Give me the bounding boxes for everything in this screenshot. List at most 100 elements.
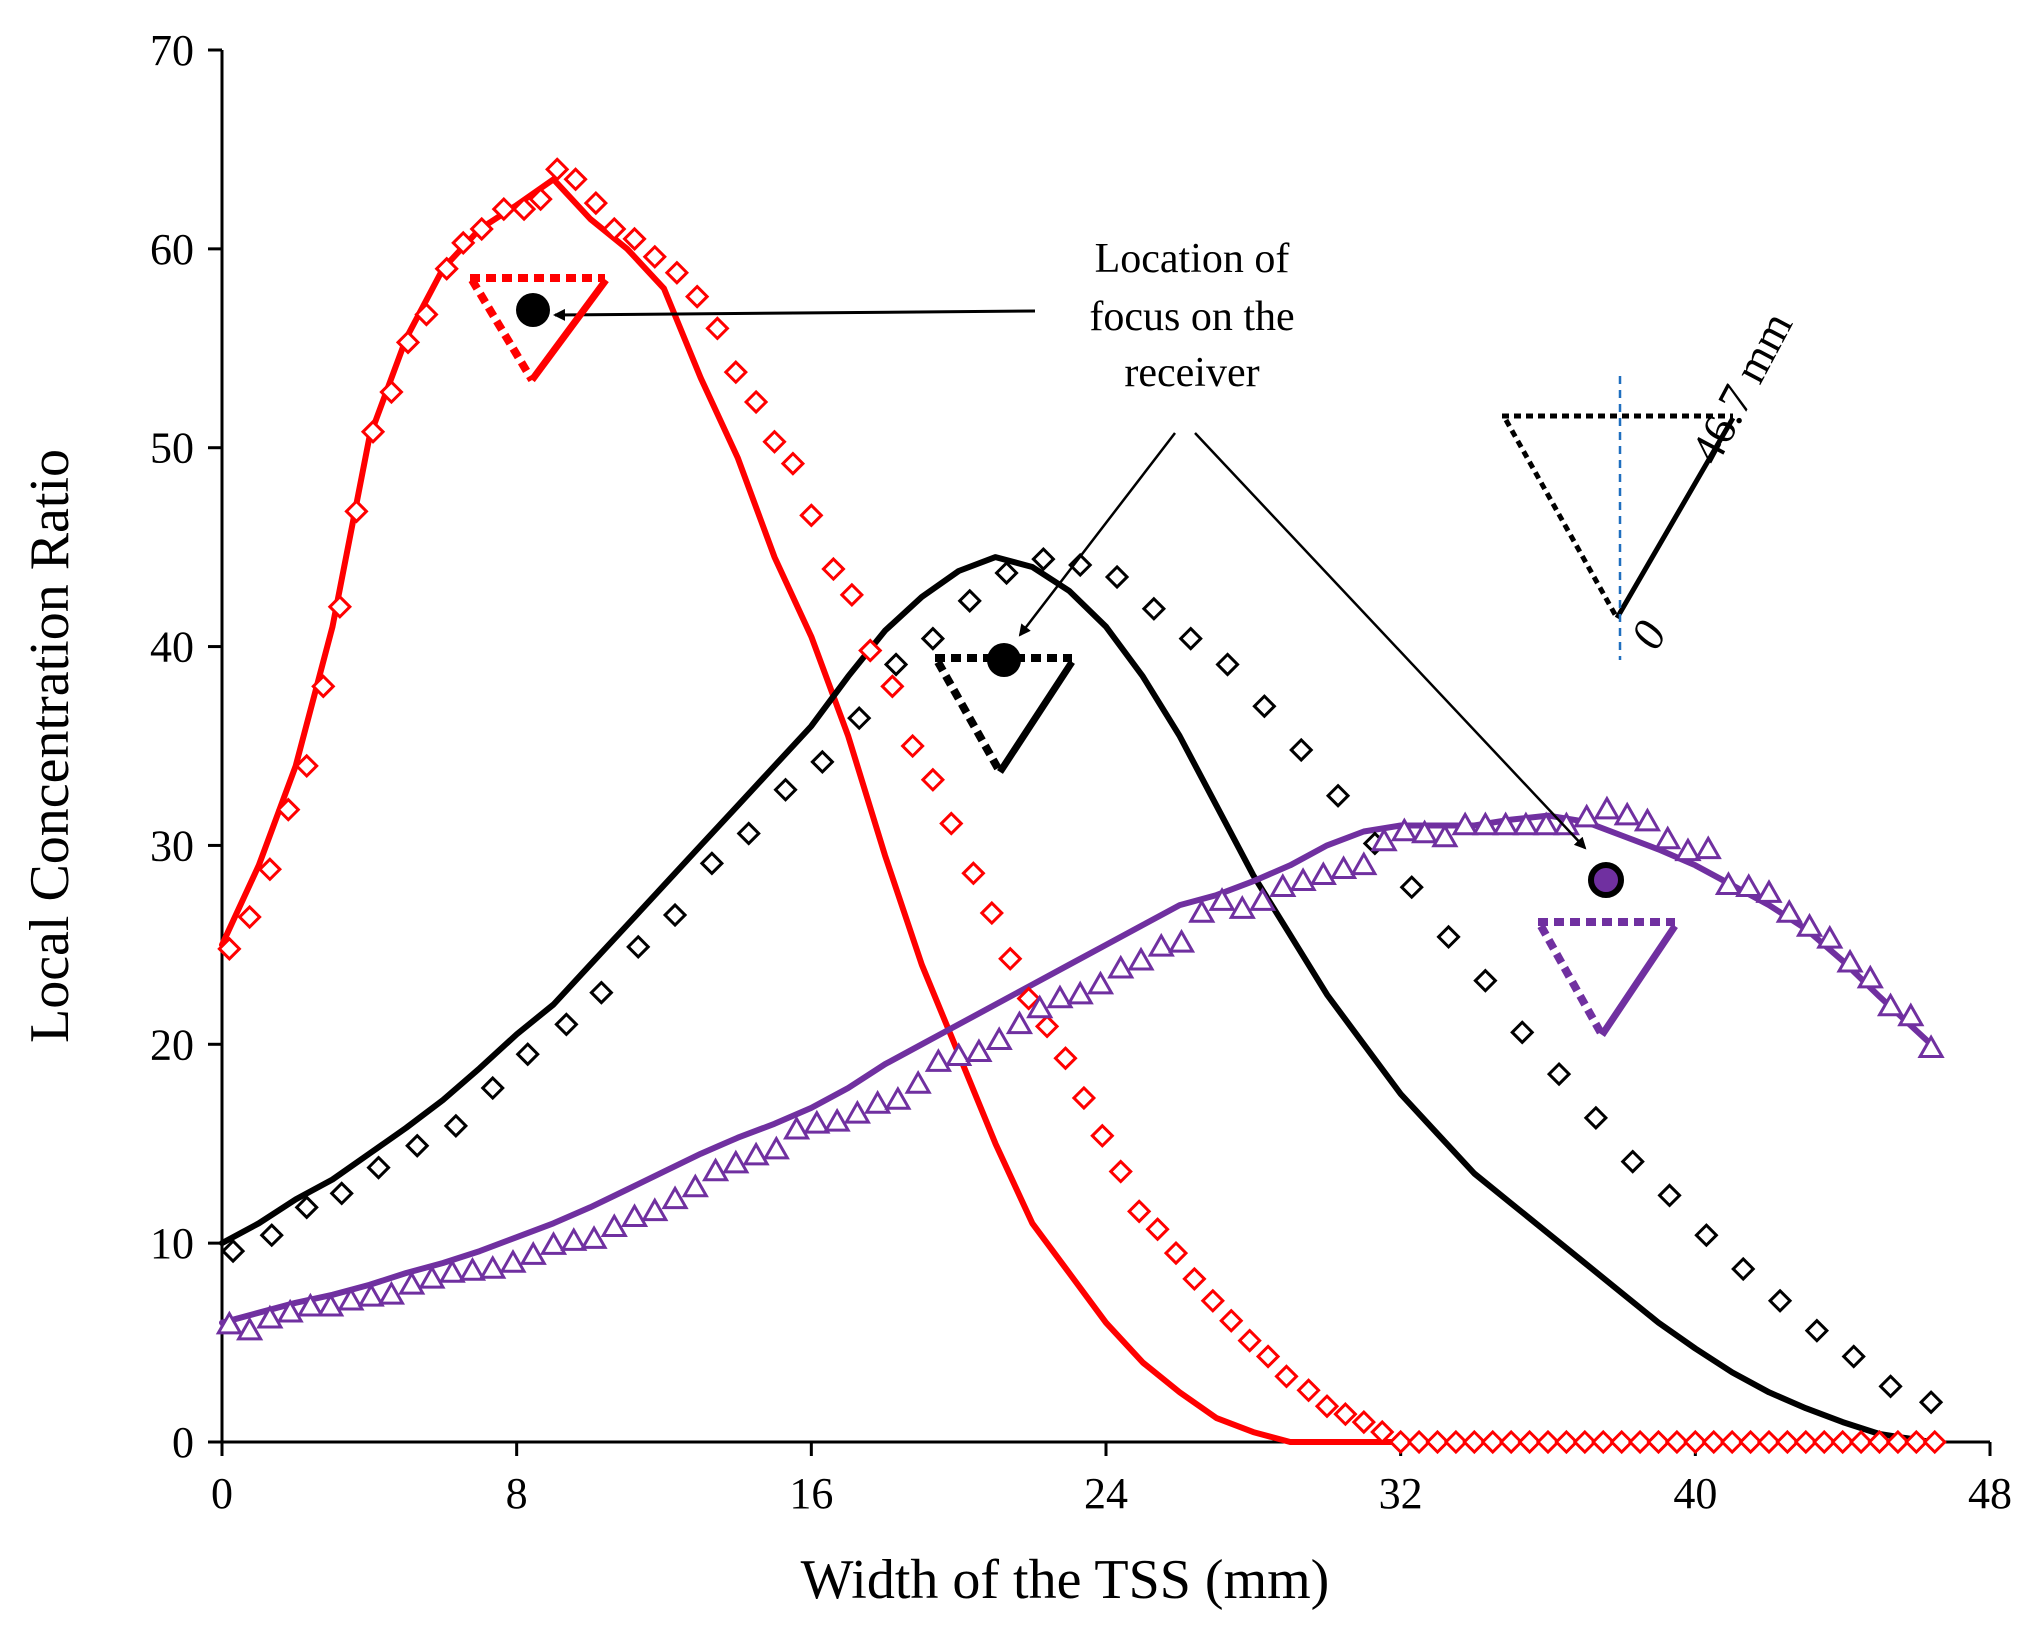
data-point-purple-measured bbox=[1694, 835, 1722, 860]
data-point-purple-measured bbox=[1735, 873, 1763, 897]
receiver-schematic bbox=[1502, 376, 1736, 660]
data-point-red-measured bbox=[1108, 1159, 1133, 1184]
data-point-purple-measured bbox=[945, 1042, 973, 1066]
data-point-red-measured bbox=[1885, 1429, 1911, 1455]
data-point-red-measured bbox=[545, 157, 570, 182]
data-point-red-measured bbox=[1517, 1429, 1542, 1455]
data-point-red-measured bbox=[622, 226, 647, 252]
data-point-red-measured bbox=[1090, 1123, 1115, 1148]
data-point-red-measured bbox=[311, 674, 336, 699]
data-point-red-measured bbox=[491, 196, 516, 222]
data-point-black-measured bbox=[589, 980, 614, 1005]
data-point-purple-measured bbox=[1269, 873, 1297, 897]
data-point-red-measured bbox=[1406, 1429, 1432, 1455]
data-point-purple-measured bbox=[1026, 994, 1054, 1019]
data-point-purple-measured bbox=[357, 1282, 385, 1307]
data-point-purple-measured bbox=[1127, 946, 1155, 971]
data-point-red-measured bbox=[1499, 1429, 1524, 1455]
data-point-black-measured bbox=[1694, 1223, 1719, 1248]
data-point-purple-measured bbox=[1046, 984, 1074, 1009]
data-point-red-measured bbox=[939, 811, 964, 836]
data-point-red-measured bbox=[1145, 1217, 1170, 1242]
data-point-black-measured bbox=[1657, 1183, 1682, 1208]
y-tick-label: 0 bbox=[172, 1418, 194, 1467]
data-point-red-measured bbox=[900, 733, 925, 759]
y-tick-label: 10 bbox=[150, 1219, 194, 1268]
data-point-black-measured bbox=[626, 934, 651, 959]
data-point-red-measured bbox=[1683, 1429, 1708, 1455]
data-point-red-measured bbox=[685, 284, 710, 309]
data-point-purple-measured bbox=[823, 1107, 851, 1132]
data-point-red-measured bbox=[1296, 1378, 1321, 1403]
data-point-black-measured bbox=[994, 560, 1019, 586]
data-point-black-measured bbox=[1068, 552, 1093, 578]
data-point-red-measured bbox=[979, 900, 1004, 926]
data-point-black-measured bbox=[1804, 1318, 1830, 1343]
data-point-red-measured bbox=[434, 256, 459, 281]
x-axis-title: Width of the TSS (mm) bbox=[801, 1549, 1330, 1611]
data-point-purple-measured bbox=[1005, 1010, 1034, 1035]
data-point-purple-measured bbox=[1755, 879, 1783, 903]
series-markers bbox=[215, 157, 1947, 1455]
data-point-black-measured bbox=[736, 821, 761, 846]
data-point-red-measured bbox=[880, 674, 905, 699]
data-point-purple-measured bbox=[965, 1038, 993, 1062]
data-point-purple-measured bbox=[1593, 795, 1621, 820]
data-point-black-measured bbox=[480, 1075, 505, 1101]
y-tick-label: 60 bbox=[150, 225, 194, 274]
data-point-purple-measured bbox=[1654, 825, 1682, 850]
data-point-black-measured bbox=[957, 588, 982, 613]
data-point-purple-measured bbox=[843, 1099, 871, 1124]
data-point-red-measured bbox=[1646, 1429, 1671, 1455]
x-tick-label: 16 bbox=[789, 1469, 833, 1518]
data-point-red-measured bbox=[1848, 1429, 1874, 1455]
data-point-black-measured bbox=[1215, 652, 1240, 677]
data-point-purple-measured bbox=[904, 1070, 932, 1094]
data-point-black-measured bbox=[920, 626, 946, 651]
data-point-purple-measured bbox=[1532, 811, 1560, 836]
data-point-black-measured bbox=[1546, 1061, 1572, 1087]
data-point-purple-measured bbox=[1329, 855, 1358, 880]
data-point-purple-measured bbox=[1876, 992, 1905, 1017]
data-point-red-measured bbox=[528, 187, 553, 212]
data-point-red-measured bbox=[1830, 1429, 1855, 1455]
focus-arrow-purple bbox=[1194, 432, 1587, 850]
data-point-red-measured bbox=[1756, 1429, 1782, 1455]
data-point-purple-measured bbox=[1086, 970, 1115, 995]
focus-label-line-2: focus on the bbox=[1089, 294, 1294, 340]
data-point-red-measured bbox=[1793, 1429, 1818, 1455]
data-point-purple-measured bbox=[701, 1157, 730, 1182]
data-point-black-measured bbox=[294, 1195, 319, 1220]
data-point-red-measured bbox=[1904, 1429, 1929, 1455]
data-point-purple-measured bbox=[1289, 867, 1317, 891]
y-tick-label: 50 bbox=[150, 424, 194, 473]
receiver-icon-purple bbox=[1537, 862, 1678, 1037]
data-point-red-measured bbox=[642, 244, 667, 269]
data-point-red-measured bbox=[469, 216, 494, 242]
data-point-red-measured bbox=[1627, 1429, 1653, 1455]
data-point-red-measured bbox=[839, 582, 864, 607]
data-point-black-measured bbox=[405, 1133, 430, 1158]
data-point-black-measured bbox=[1473, 968, 1498, 993]
data-point-red-measured bbox=[1351, 1409, 1376, 1435]
data-point-black-measured bbox=[1399, 875, 1424, 900]
data-point-red-measured bbox=[1480, 1429, 1505, 1455]
data-point-purple-measured bbox=[1633, 807, 1662, 832]
data-point-black-measured bbox=[1252, 694, 1277, 719]
focus-arrow-red bbox=[553, 308, 1036, 321]
data-point-red-measured bbox=[294, 753, 319, 779]
data-point-purple-measured bbox=[560, 1227, 588, 1251]
data-point-purple-measured bbox=[1573, 803, 1601, 828]
data-point-red-measured bbox=[1237, 1328, 1262, 1353]
x-tick-label: 32 bbox=[1379, 1469, 1423, 1518]
data-point-purple-measured bbox=[1411, 819, 1439, 844]
series-line-black-simulated bbox=[219, 554, 1935, 1445]
data-point-purple-measured bbox=[864, 1089, 892, 1114]
data-point-red-measured bbox=[1200, 1288, 1225, 1313]
data-point-purple-measured bbox=[600, 1213, 628, 1237]
data-point-black-measured bbox=[259, 1223, 284, 1248]
data-point-red-measured bbox=[1609, 1429, 1634, 1455]
data-point-purple-measured bbox=[722, 1149, 750, 1174]
data-point-red-measured bbox=[1775, 1429, 1800, 1455]
data-point-red-measured bbox=[1127, 1199, 1152, 1224]
